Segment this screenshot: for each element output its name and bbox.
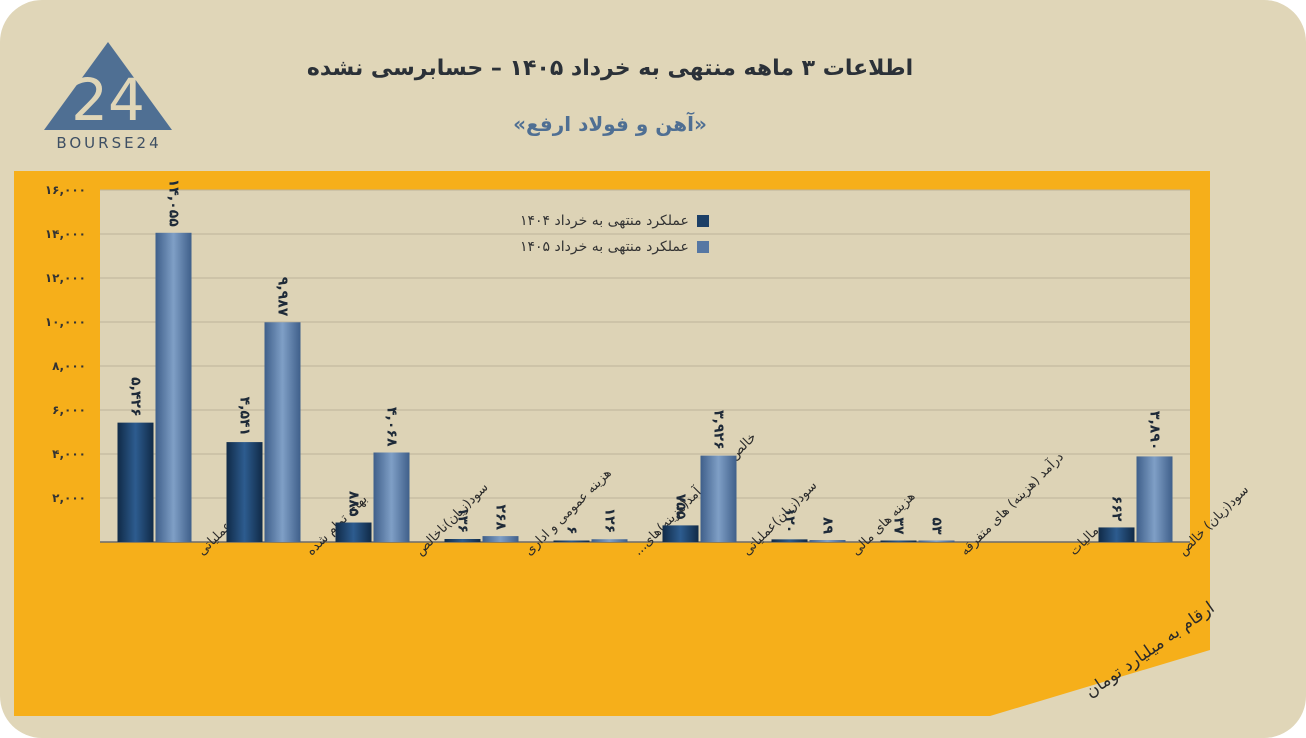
bar-1404 — [662, 525, 699, 542]
bar-1404 — [226, 442, 263, 542]
bar-1405 — [591, 539, 628, 542]
company-name: «آهن و فولاد ارفع» — [513, 112, 707, 136]
bar-1404 — [553, 540, 590, 542]
data-label: ۹,۹۸۷ — [275, 277, 291, 317]
bar-1404 — [335, 522, 372, 542]
data-label: ۵۳ — [929, 517, 945, 535]
legend-item-1405: عملکرد منتهی به خرداد ۱۴۰۵ — [520, 234, 709, 260]
y-tick-label: ۱۴,۰۰۰ — [45, 227, 86, 241]
data-label: ۶ — [564, 526, 580, 535]
data-label: ۲۶۸ — [493, 504, 509, 530]
y-tick-label: ۴,۰۰۰ — [52, 447, 86, 461]
y-tick-label: ۶,۰۰۰ — [52, 403, 86, 417]
data-label: ۳,۹۲۶ — [711, 410, 727, 450]
data-label: ۳۷ — [891, 517, 907, 535]
x-tick-label: هزینه عمومی و اداری — [522, 466, 615, 559]
data-label: ۱۲۶ — [602, 508, 618, 534]
bar-1404 — [1098, 527, 1135, 542]
data-label: ۸۹ — [820, 517, 836, 535]
bar-1405 — [373, 452, 410, 542]
data-label: ۱۴,۰۵۵ — [166, 179, 182, 227]
bar-1404 — [771, 539, 808, 542]
y-tick-label: ۱۲,۰۰۰ — [45, 271, 86, 285]
logo-mark: 24 — [71, 66, 145, 134]
data-label: ۵,۴۲۶ — [128, 377, 144, 417]
bourse24-logo-icon: 24 — [44, 42, 172, 134]
legend-label-1404: عملکرد منتهی به خرداد ۱۴۰۴ — [520, 213, 689, 229]
legend-label-1405: عملکرد منتهی به خرداد ۱۴۰۵ — [520, 239, 689, 255]
bar-1405 — [918, 540, 955, 542]
bar-1404 — [444, 539, 481, 542]
logo-text: BOURSE24 — [56, 134, 162, 152]
page-title: اطلاعات ۳ ماهه منتهی به خرداد ۱۴۰۵ – حسا… — [306, 56, 914, 81]
chart-legend: عملکرد منتهی به خرداد ۱۴۰۴ عملکرد منتهی … — [520, 208, 709, 260]
bar-1405 — [1136, 456, 1173, 542]
y-tick-label: ۲,۰۰۰ — [52, 491, 86, 505]
y-tick-label: ۱۶,۰۰۰ — [45, 183, 86, 197]
legend-swatch-1405 — [696, 241, 709, 253]
x-tick-label: هزینه های مالی — [849, 489, 919, 559]
y-tick-label: ۸,۰۰۰ — [52, 359, 86, 373]
data-label: ۴,۵۴۱ — [237, 397, 253, 437]
x-tick-label: سود(زیان) خالص — [1176, 482, 1252, 558]
bar-1405 — [155, 232, 192, 543]
x-tick-label: سود(زیان)عملیاتی — [740, 478, 821, 559]
bar-1405 — [809, 540, 846, 542]
legend-swatch-1404 — [696, 215, 709, 227]
y-tick-label: ۱۰,۰۰۰ — [45, 315, 86, 329]
x-tick-label: سود(زیان)ناخالص — [413, 480, 492, 559]
data-label: ۳,۸۹۰ — [1147, 411, 1163, 451]
bar-1405 — [700, 455, 737, 542]
legend-item-1404: عملکرد منتهی به خرداد ۱۴۰۴ — [520, 208, 709, 234]
x-tick-label: مالیات — [1067, 523, 1102, 558]
data-label: ۱۳۶ — [455, 507, 471, 533]
bar-1405 — [482, 536, 519, 542]
data-label: ۷۵۵ — [673, 494, 689, 520]
bar-1404 — [880, 540, 917, 542]
bar-1405 — [264, 322, 301, 542]
data-label: ۶۶۲ — [1109, 496, 1125, 522]
bar-1404 — [117, 422, 154, 542]
data-label: ۱۲۰ — [782, 508, 798, 534]
data-label: ۸۸۵ — [346, 491, 362, 517]
data-label: ۴,۰۶۸ — [384, 407, 400, 447]
